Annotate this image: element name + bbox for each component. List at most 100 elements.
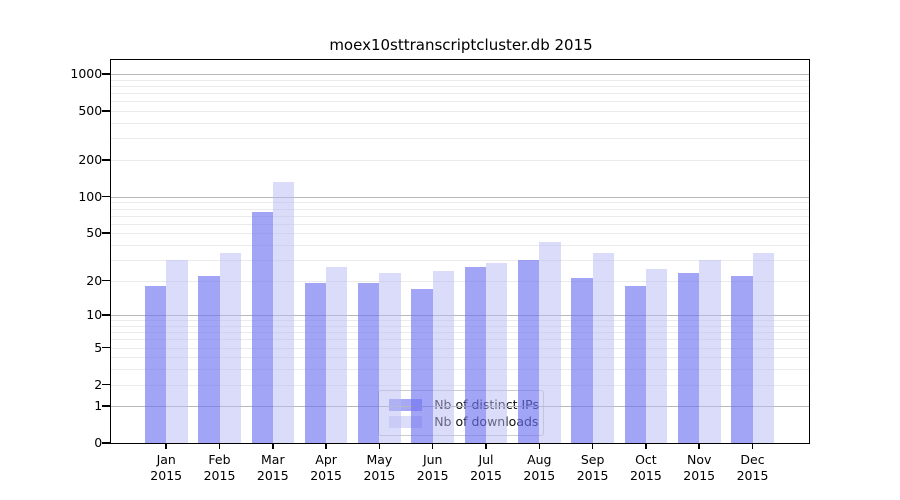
gridline-minor [111,280,810,282]
x-axis-tick-label: Jul 2015 [470,452,502,484]
bar-downloads-jul [486,263,508,444]
y-axis-tick-label: 5 [94,339,103,355]
y-axis-tick [102,232,111,234]
bar-distinct-ips-oct [624,285,646,444]
x-axis-tick [378,443,381,450]
gridline-minor [111,202,810,204]
y-axis-tick [102,314,111,316]
bar-distinct-ips-jan [144,285,167,444]
y-axis-tick-label: 1 [94,398,103,414]
gridline-major [111,74,810,76]
y-axis-tick-label: 50 [86,225,103,241]
x-axis-tick-label: Jan 2015 [150,452,183,484]
y-axis-tick [102,346,111,349]
y-axis-tick [102,442,111,444]
bar-distinct-ips-may [358,283,380,444]
bar-downloads-oct [645,269,668,444]
gridline-minor [111,339,810,341]
bar-distinct-ips-jun [411,288,433,444]
y-axis-tick-label: 100 [78,188,103,204]
y-axis-tick-label: 1000 [70,66,103,82]
y-axis-tick-label: 0 [94,435,103,451]
gridline-minor [111,369,810,371]
y-axis-tick-label: 20 [86,272,103,288]
bar-downloads-may [379,273,401,444]
bar-downloads-sep [592,253,614,444]
y-axis-tick [102,110,111,112]
bar-downloads-mar [272,181,295,444]
gridline-major [111,406,810,408]
x-axis-tick [218,443,221,450]
x-axis-tick [485,443,487,450]
bar-downloads-dec [752,253,774,444]
gridline-minor [111,159,810,161]
gridline-minor [111,259,810,261]
gridline-minor [111,223,810,225]
bar-downloads-nov [699,259,721,444]
bar-distinct-ips-sep [571,278,593,444]
x-axis-tick-label: Sep 2015 [576,452,609,484]
gridline-major [111,196,810,198]
gridline-minor [111,86,810,88]
x-axis-tick [538,443,541,450]
x-axis-tick [591,443,594,450]
gridline-minor [111,101,810,103]
bar-distinct-ips-aug [518,259,540,444]
x-axis-tick-label: Oct 2015 [629,452,662,484]
gridline-minor [111,320,810,322]
x-axis-tick [165,443,167,450]
gridline-minor [111,347,810,349]
x-axis-tick-label: Dec 2015 [736,452,769,484]
x-axis-tick [645,443,647,450]
y-axis-tick [102,159,111,161]
x-axis-tick-label: Mar 2015 [256,452,289,484]
chart-title: moex10sttranscriptcluster.db 2015 [329,36,593,54]
y-axis-tick-label: 500 [78,103,103,119]
bar-distinct-ips-apr [304,283,327,444]
gridline-minor [111,111,810,113]
gridline-minor [111,244,810,246]
x-axis-tick [325,443,327,450]
bar-distinct-ips-feb [198,275,220,444]
bar-downloads-apr [326,267,348,444]
gridline-minor [111,233,810,235]
bar-downloads-aug [539,242,561,444]
x-axis-tick-label: Jun 2015 [416,452,449,484]
bar-downloads-feb [219,253,241,444]
bar-distinct-ips-jul [464,267,486,444]
gridline-major [111,315,810,317]
x-axis-tick-label: Apr 2015 [310,452,342,484]
y-axis-tick [102,195,111,198]
x-axis-tick [751,443,754,450]
gridline-minor [111,215,810,217]
bar-distinct-ips-nov [677,273,700,444]
y-axis-tick [102,279,111,282]
bar-downloads-jun [432,271,454,444]
y-axis-tick-label: 2 [94,376,103,392]
gridline-minor [111,384,810,386]
gridline-minor [111,79,810,81]
gridline-minor [111,138,810,140]
x-axis-tick-label: Feb 2015 [203,452,236,484]
gridline-minor [111,332,810,334]
plot-area: Nb of distinct IPs Nb of downloads 01251… [70,59,811,483]
x-axis-tick-label: May 2015 [363,452,396,484]
x-axis-tick [698,443,700,450]
bar-downloads-jan [166,259,188,444]
x-axis-tick [272,443,274,450]
bar-distinct-ips-dec [731,275,753,444]
gridline-minor [111,325,810,327]
y-axis-tick-label: 10 [86,307,103,323]
y-axis-tick [102,383,111,386]
bar-distinct-ips-mar [251,211,273,444]
y-axis-tick [102,405,111,407]
gridline-minor [111,93,810,95]
y-axis-tick [102,73,111,75]
x-axis-tick-label: Nov 2015 [683,452,716,484]
y-axis-tick-label: 200 [78,151,103,167]
gridline-minor [111,208,810,210]
gridline-minor [111,123,810,124]
x-axis-tick-label: Aug 2015 [523,452,556,484]
gridline-minor [111,357,810,359]
